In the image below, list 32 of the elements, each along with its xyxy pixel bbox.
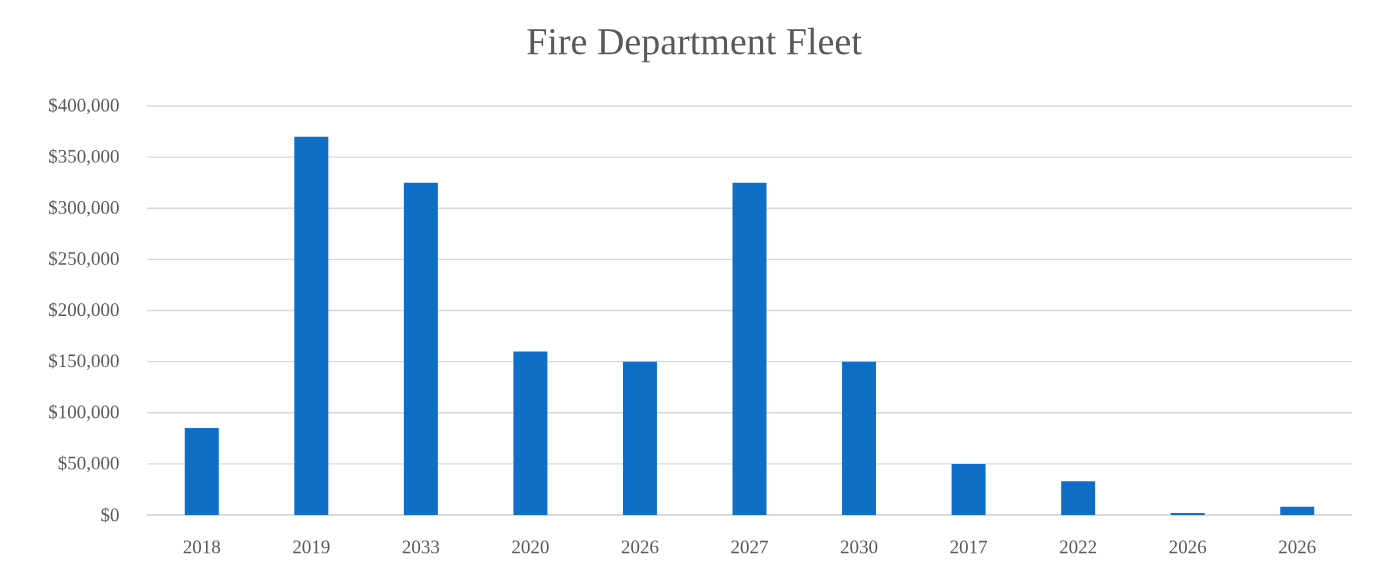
y-tick-label: $250,000 — [49, 251, 119, 268]
bar — [842, 361, 877, 515]
y-tick-label: $300,000 — [49, 199, 119, 217]
bar — [184, 428, 219, 515]
bar — [622, 361, 657, 515]
x-tick-label: 2026 — [1279, 540, 1316, 554]
bar — [294, 136, 329, 515]
y-tick-label: $0 — [101, 507, 119, 523]
y-tick-label: $50,000 — [58, 455, 119, 473]
bar — [732, 182, 767, 515]
bar — [1061, 481, 1096, 515]
bar — [1170, 512, 1205, 515]
x-tick-label: 2019 — [293, 540, 330, 554]
y-tick-label: $350,000 — [49, 148, 119, 166]
x-tick-label: 2026 — [1169, 540, 1207, 554]
x-tick-label: 2026 — [621, 540, 659, 554]
bar — [513, 351, 548, 515]
x-tick-label: 2018 — [183, 540, 221, 554]
chart-title: Fire Department Fleet — [527, 27, 862, 63]
x-tick-label: 2022 — [1059, 540, 1097, 554]
y-tick-label: $100,000 — [49, 404, 119, 422]
y-tick-label: $400,000 — [49, 97, 119, 115]
bar — [403, 182, 438, 515]
bar — [1280, 506, 1315, 515]
x-tick-label: 2033 — [402, 540, 440, 554]
x-tick-label: 2017 — [950, 540, 988, 554]
y-tick-label: $200,000 — [49, 302, 119, 319]
x-tick-label: 2020 — [512, 540, 549, 554]
y-tick-label: $150,000 — [49, 353, 119, 370]
bar — [951, 463, 986, 515]
x-tick-label: 2030 — [840, 540, 878, 554]
x-tick-label: 2027 — [731, 540, 768, 554]
